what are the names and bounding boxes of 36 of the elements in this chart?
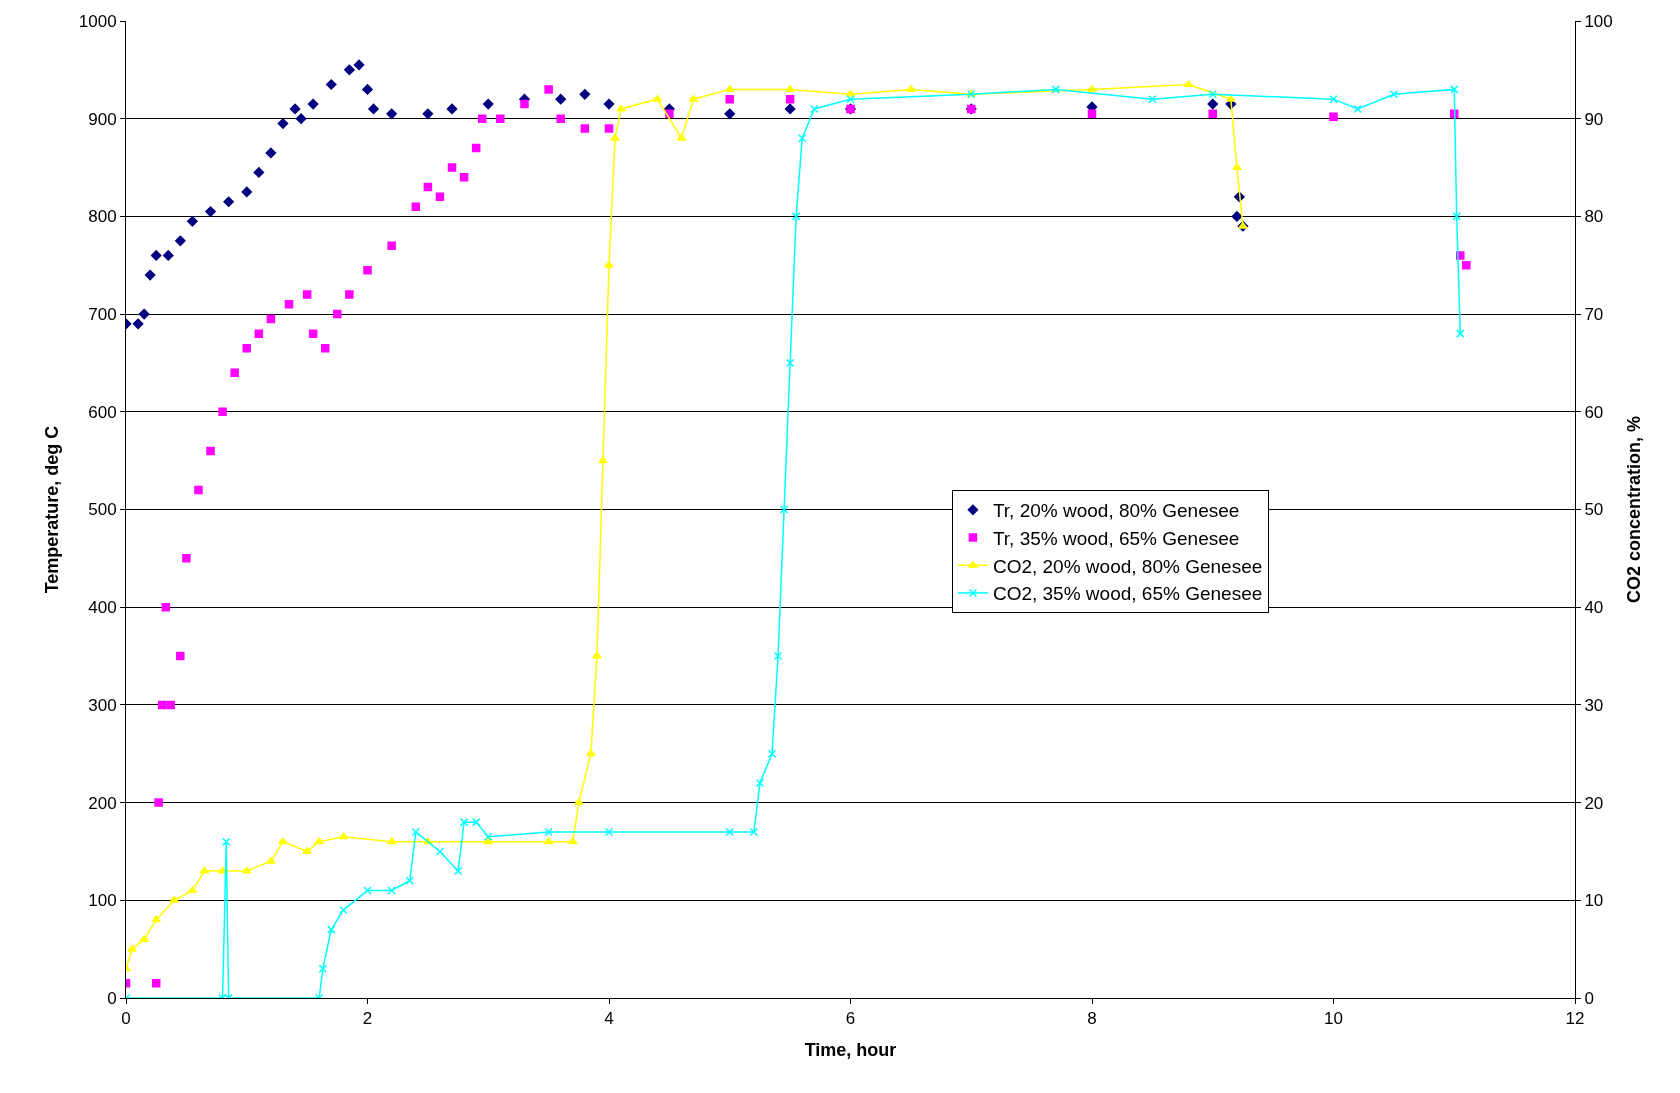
x-tick-label: 2 bbox=[362, 1009, 373, 1029]
x-tick-label: 10 bbox=[1324, 1009, 1343, 1029]
y-tick-label: 0 bbox=[107, 988, 117, 1008]
y2-tick-label: 100 bbox=[1584, 11, 1613, 31]
legend-label: CO2, 20% wood, 80% Genesee bbox=[992, 555, 1263, 577]
y-tick-label: 900 bbox=[88, 109, 117, 129]
y2-tick-label: 20 bbox=[1584, 793, 1604, 813]
x-tick-label: 8 bbox=[1087, 1009, 1097, 1029]
y-tick-label: 200 bbox=[88, 793, 117, 813]
legend-label: Tr, 20% wood, 80% Genesee bbox=[992, 500, 1240, 522]
y-tick-label: 1000 bbox=[78, 11, 117, 31]
y2-tick-label: 10 bbox=[1584, 891, 1604, 911]
legend-label: Tr, 35% wood, 65% Genesee bbox=[992, 527, 1240, 549]
y2-tick-label: 70 bbox=[1584, 305, 1604, 325]
y2-tick-label: 80 bbox=[1584, 207, 1604, 227]
y-tick-label: 800 bbox=[88, 207, 117, 227]
y-axis-title: Temperature, deg C bbox=[41, 425, 62, 594]
y2-tick-label: 60 bbox=[1584, 402, 1604, 422]
y-tick-label: 400 bbox=[88, 598, 117, 618]
y2-tick-label: 50 bbox=[1584, 500, 1604, 520]
y-tick-label: 700 bbox=[88, 305, 117, 325]
y-tick-label: 500 bbox=[88, 500, 117, 520]
x-tick-label: 4 bbox=[604, 1009, 614, 1029]
y-tick-label: 300 bbox=[88, 695, 117, 715]
y2-tick-label: 40 bbox=[1584, 598, 1604, 618]
y-tick-label: 600 bbox=[88, 402, 117, 422]
y2-tick-label: 30 bbox=[1584, 695, 1604, 715]
y2-tick-label: 90 bbox=[1584, 109, 1604, 129]
legend-label: CO2, 35% wood, 65% Genesee bbox=[992, 583, 1263, 605]
y-tick-label: 100 bbox=[88, 891, 117, 911]
x-tick-label: 6 bbox=[845, 1009, 856, 1029]
y2-axis-title: CO2 concentration, % bbox=[1623, 415, 1644, 604]
y2-tick-label: 0 bbox=[1584, 988, 1594, 1008]
x-tick-label: 12 bbox=[1565, 1009, 1585, 1029]
x-axis-title: Time, hour bbox=[804, 1039, 897, 1060]
x-tick-label: 0 bbox=[121, 1009, 131, 1029]
